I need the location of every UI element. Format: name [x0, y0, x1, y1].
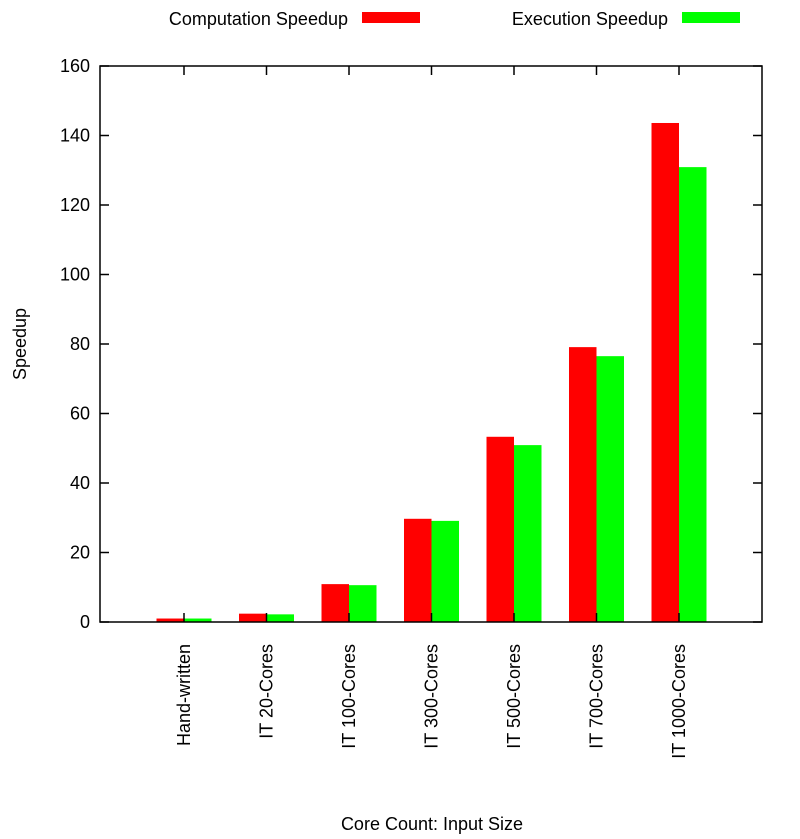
x-tick-label: IT 300-Cores	[422, 644, 442, 749]
legend-swatch	[682, 12, 740, 23]
bar-execution	[184, 618, 212, 622]
x-tick-label: IT 1000-Cores	[669, 644, 689, 759]
y-tick-label: 80	[70, 334, 90, 354]
bar-computation	[156, 618, 184, 622]
y-axis-title: Speedup	[10, 308, 30, 380]
x-tick-label: Hand-written	[174, 644, 194, 746]
bar-execution	[679, 167, 707, 622]
x-tick-label: IT 20-Cores	[257, 644, 277, 739]
x-tick-label: IT 500-Cores	[504, 644, 524, 749]
x-tick-label: IT 100-Cores	[339, 644, 359, 749]
bar-execution	[596, 356, 624, 622]
bar-execution	[349, 585, 377, 622]
legend-swatch	[362, 12, 420, 23]
y-tick-label: 140	[60, 126, 90, 146]
legend-label: Computation Speedup	[169, 9, 348, 29]
bar-computation	[651, 122, 679, 623]
y-axis: 0 20 40 60 80 100 120 140 160	[60, 56, 762, 632]
plot-frame	[99, 65, 763, 623]
y-tick-label: 60	[70, 404, 90, 424]
y-tick-label: 100	[60, 265, 90, 285]
bar-execution	[514, 445, 542, 622]
bar-execution	[431, 520, 459, 622]
legend-label: Execution Speedup	[512, 9, 668, 29]
bar-computation	[321, 584, 349, 622]
x-tick-label: IT 700-Cores	[587, 644, 607, 749]
y-tick-label: 160	[60, 56, 90, 76]
x-axis: Hand-written IT 20-Cores IT 100-Cores IT 30…	[174, 66, 689, 759]
bar-computation	[569, 347, 597, 622]
y-tick-label: 40	[70, 473, 90, 493]
x-axis-title: Core Count: Input Size	[341, 814, 523, 834]
bars	[156, 122, 707, 623]
bar-computation	[486, 436, 514, 622]
bar-computation	[239, 613, 267, 622]
bar-computation	[404, 518, 432, 622]
y-tick-label: 0	[80, 612, 90, 632]
bar-execution	[266, 614, 294, 622]
legend: Computation Speedup Execution Speedup	[169, 9, 740, 29]
y-tick-label: 120	[60, 195, 90, 215]
y-tick-label: 20	[70, 543, 90, 563]
